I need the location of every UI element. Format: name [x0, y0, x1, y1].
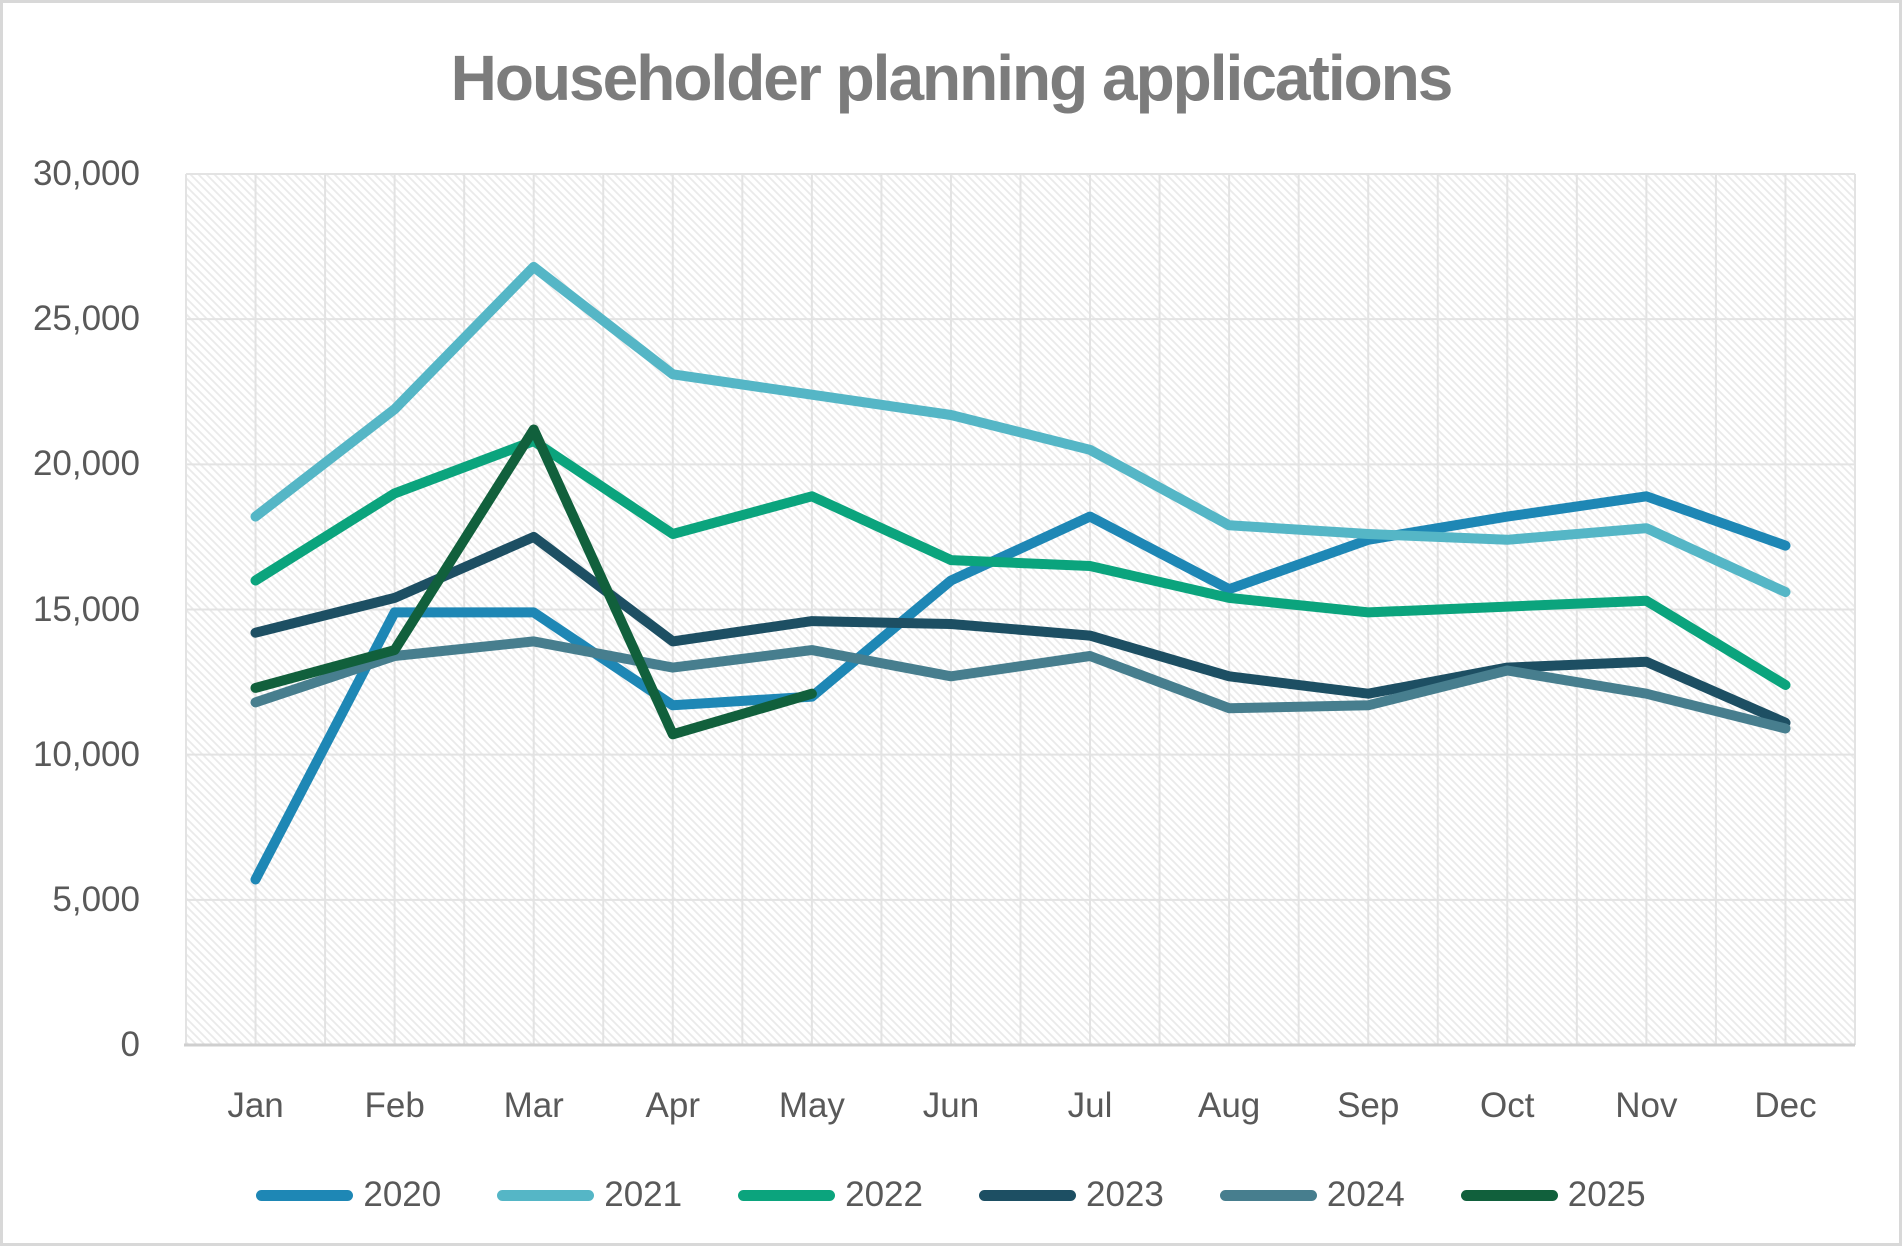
series-line-2022: [250, 436, 1791, 690]
y-axis-tick-label: 30,000: [32, 154, 140, 193]
legend-label: 2024: [1326, 1175, 1405, 1214]
x-axis-tick-label: Apr: [645, 1086, 701, 1125]
x-axis-tick-label: Jul: [1067, 1086, 1113, 1125]
legend-label: 2023: [1086, 1175, 1164, 1214]
legend-swatch-icon: [256, 1189, 354, 1201]
x-axis-tick-label: May: [778, 1086, 845, 1125]
x-axis-tick-label: Dec: [1754, 1086, 1817, 1125]
legend-item-2024: 2024: [1219, 1175, 1405, 1215]
y-axis-tick-label: 25,000: [32, 299, 140, 339]
legend-label: 2020: [363, 1175, 442, 1214]
legend-swatch-icon: [738, 1189, 836, 1201]
chart-title: Householder planning applications: [450, 42, 1454, 114]
x-axis-tick-label: Nov: [1615, 1086, 1678, 1125]
legend-item-2022: 2022: [738, 1175, 923, 1215]
x-axis-tick-label: Sep: [1337, 1086, 1400, 1125]
y-axis-tick-label: 0: [120, 1025, 140, 1064]
series-line-2025: [250, 424, 817, 740]
legend-swatch-icon: [979, 1189, 1076, 1201]
legend-label: 2022: [845, 1175, 923, 1214]
series-line-2020: [250, 491, 1791, 885]
legend-item-2021: 2021: [497, 1175, 682, 1215]
y-axis-tick-label: 20,000: [32, 444, 140, 484]
y-axis-tick-label: 15,000: [32, 589, 140, 629]
legend-item-2020: 2020: [256, 1175, 441, 1215]
legend-label: 2021: [604, 1175, 683, 1214]
x-axis-tick-label: Feb: [364, 1086, 425, 1125]
legend-label: 2025: [1567, 1175, 1646, 1214]
legend-swatch-icon: [1219, 1189, 1317, 1201]
legend-item-2023: 2023: [979, 1175, 1164, 1215]
y-axis-tick-label: 10,000: [32, 734, 140, 774]
x-axis-tick-label: Aug: [1197, 1086, 1261, 1125]
legend-swatch-icon: [1460, 1189, 1558, 1201]
x-axis-tick-label: Jun: [922, 1086, 980, 1125]
line-chart-plot: [184, 173, 1856, 1047]
y-axis-tick-label: 5,000: [52, 879, 140, 919]
x-axis-tick-label: Mar: [503, 1086, 564, 1125]
series-line-2023: [250, 531, 1791, 728]
x-axis-tick-label: Jan: [227, 1086, 284, 1125]
series-line-2024: [250, 636, 1791, 734]
legend-swatch-icon: [497, 1189, 595, 1201]
legend-item-2025: 2025: [1460, 1175, 1646, 1215]
legend: 2020 2021 2022 2023 2024 2025: [3, 1175, 1899, 1215]
x-axis-tick-label: Oct: [1480, 1086, 1535, 1125]
series-line-2021: [250, 261, 1791, 598]
